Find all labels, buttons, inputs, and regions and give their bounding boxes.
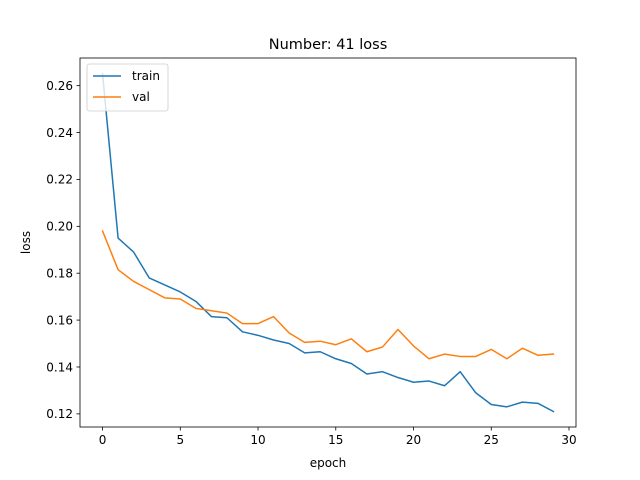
y-tick-label: 0.20 [46,220,73,234]
x-tick-label: 5 [176,433,184,447]
y-tick-label: 0.14 [46,360,73,374]
series-line-val [101,230,555,360]
x-tick-label: 15 [328,433,343,447]
legend: train val [86,63,169,112]
y-axis: 0.12 0.14 0.16 0.18 0.20 0.22 0.24 0.26 [46,79,80,421]
x-tick-label: 10 [250,433,265,447]
legend-label-train: train [132,69,160,83]
series-lines [101,73,555,413]
y-tick-label: 0.16 [46,313,73,327]
y-tick-label: 0.22 [46,173,73,187]
y-tick-label: 0.26 [46,79,73,93]
x-tick-label: 0 [99,433,107,447]
series-line-train [101,73,555,413]
x-axis: 0 5 10 15 20 25 30 [99,427,577,447]
x-tick-label: 30 [561,433,576,447]
y-axis-label: loss [19,231,33,254]
plot-area: 0 5 10 15 20 25 30 0.12 0.14 0.16 0.18 0.20 0.22 0.2… [46,57,577,447]
x-tick-label: 25 [484,433,499,447]
y-tick-label: 0.24 [46,126,73,140]
legend-label-val: val [132,90,150,104]
y-tick-label: 0.12 [46,407,73,421]
x-axis-label: epoch [310,456,347,470]
y-tick-label: 0.18 [46,267,73,281]
chart-title: Number: 41 loss [269,37,388,53]
axes-frame [79,57,577,428]
x-tick-label: 20 [406,433,421,447]
